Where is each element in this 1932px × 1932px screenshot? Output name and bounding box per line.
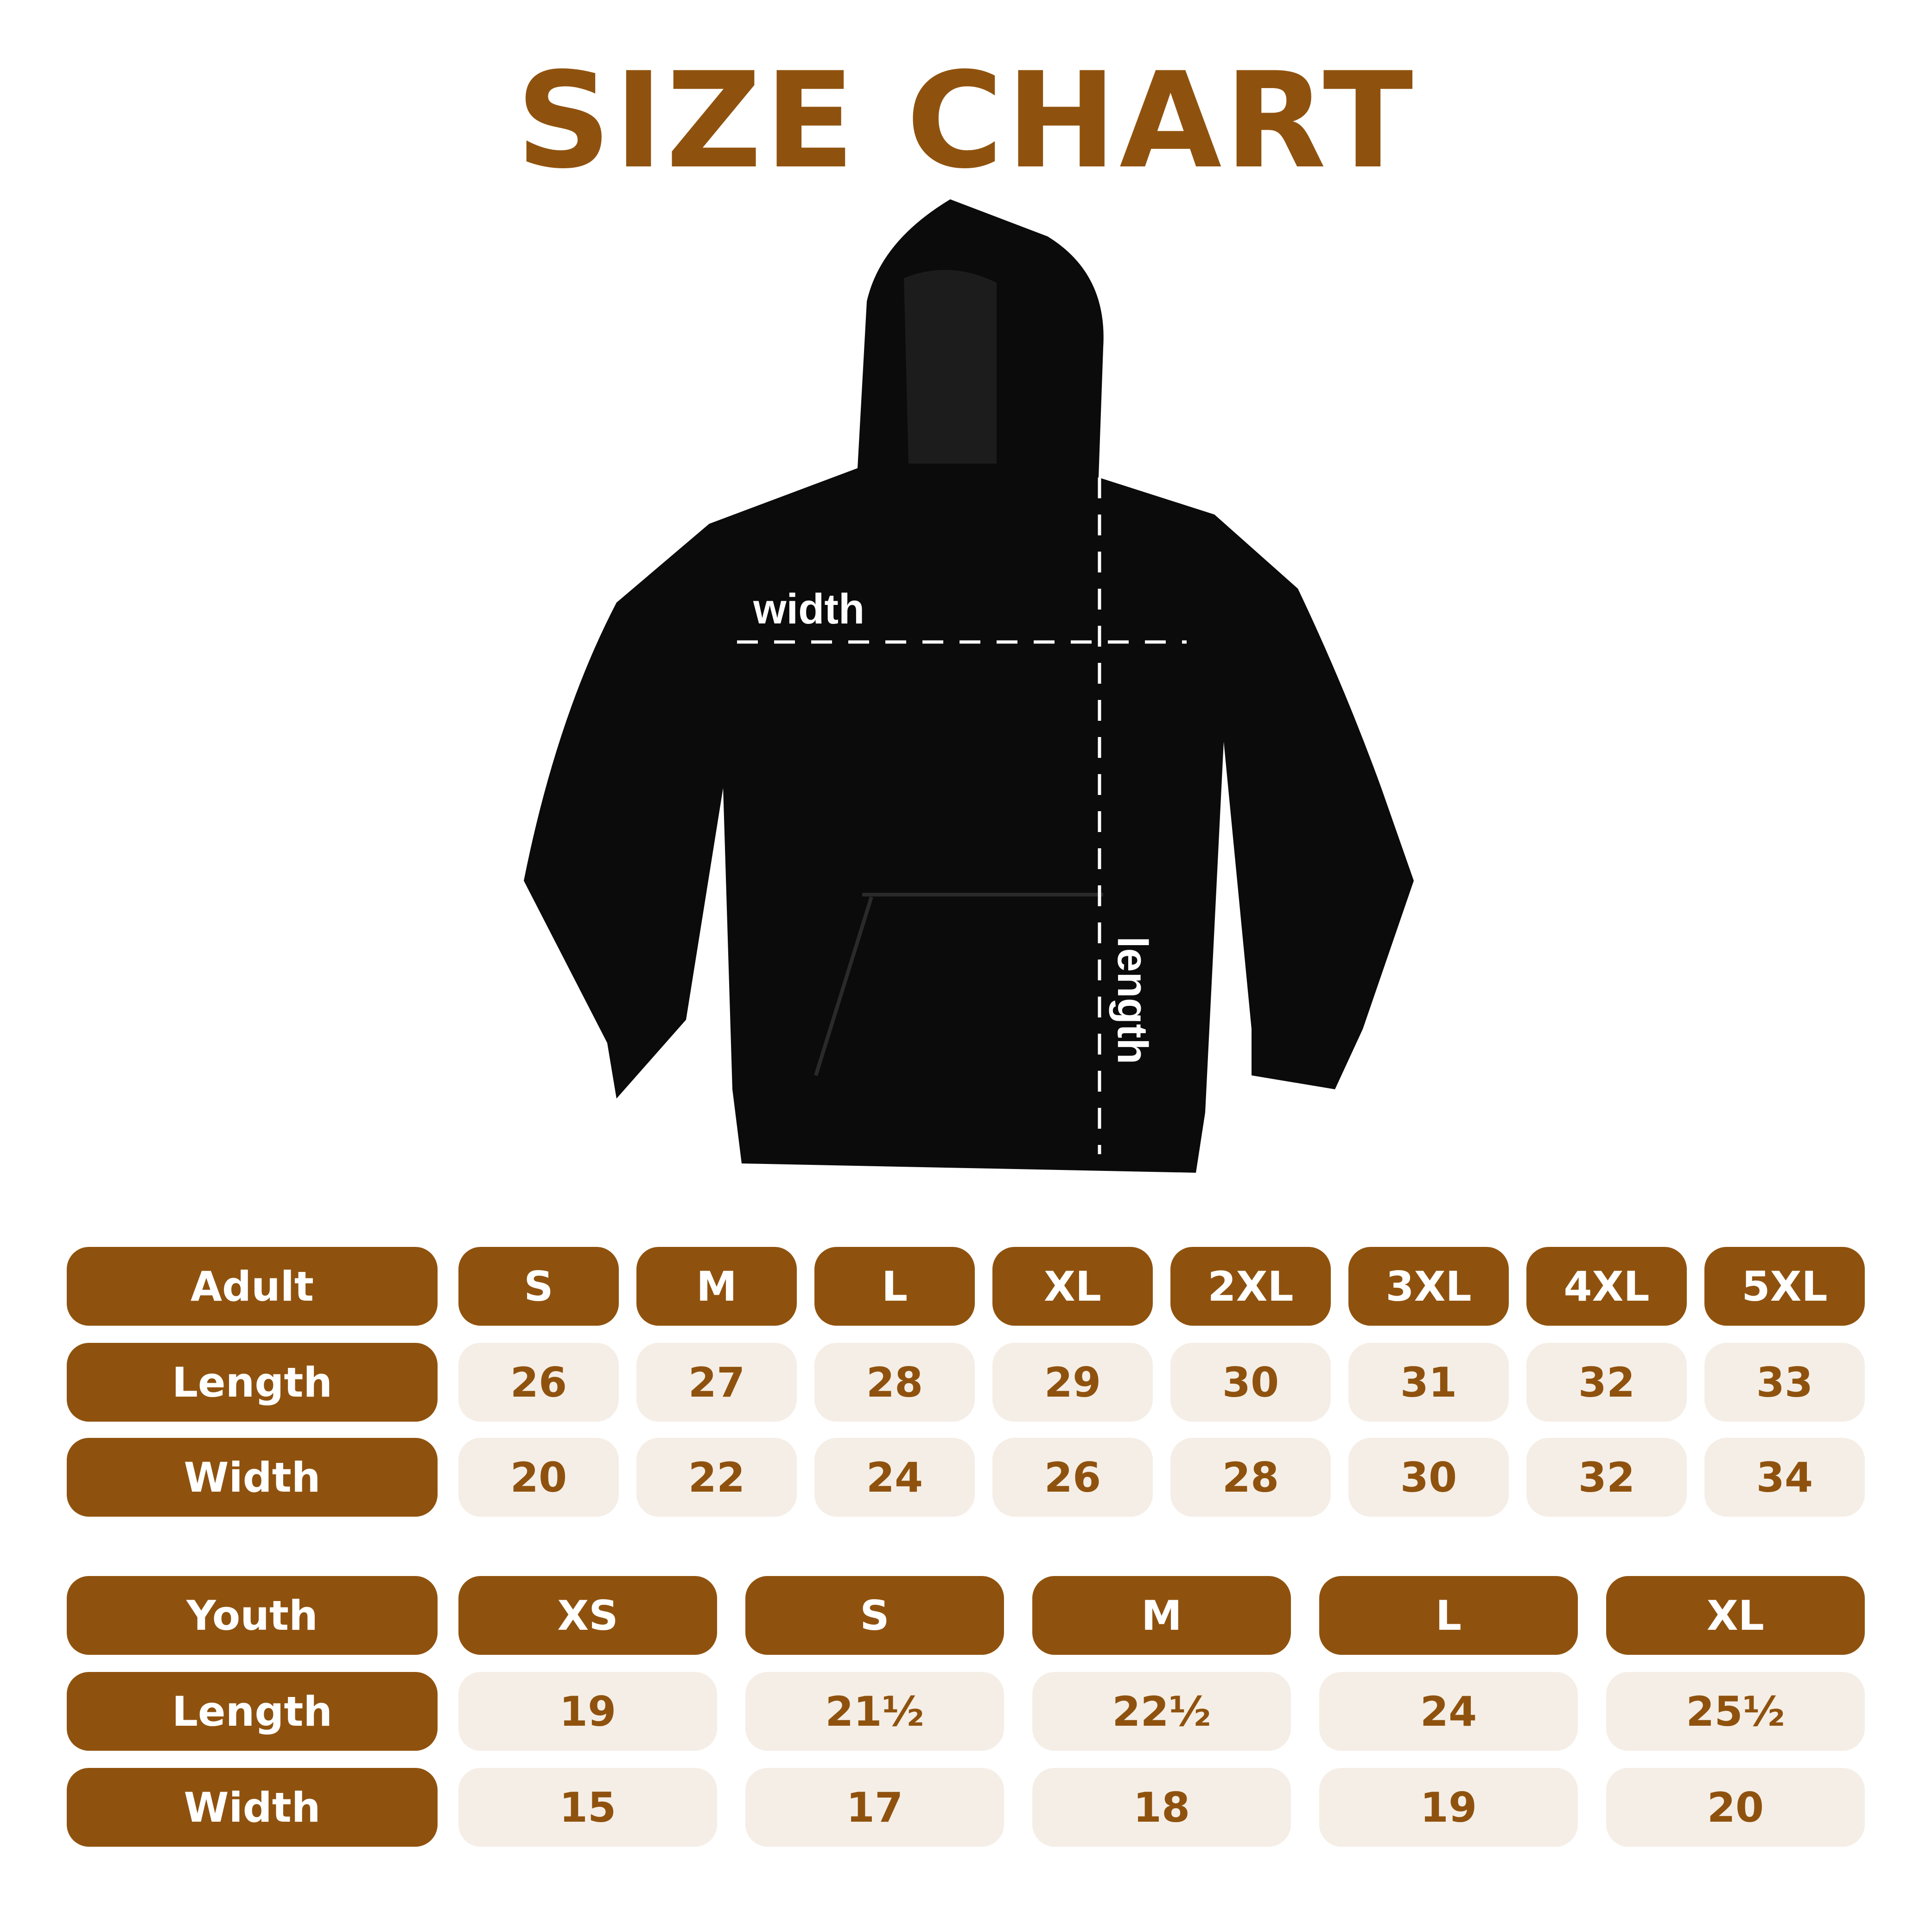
hood-inner bbox=[904, 270, 997, 464]
youth-size-header: XL bbox=[1606, 1576, 1865, 1655]
adult-size-header: 2XL bbox=[1170, 1247, 1331, 1326]
youth-size-header: S bbox=[745, 1576, 1004, 1655]
adult-size-header: 3XL bbox=[1348, 1247, 1509, 1326]
youth-value-cell: 25½ bbox=[1606, 1672, 1865, 1751]
adult-value-cell: 24 bbox=[814, 1438, 975, 1517]
length-label: length bbox=[1109, 936, 1156, 1064]
youth-value-cell: 18 bbox=[1032, 1768, 1291, 1847]
adult-size-header: 4XL bbox=[1526, 1247, 1687, 1326]
adult-value-cell: 32 bbox=[1526, 1343, 1687, 1422]
youth-value-cell: 15 bbox=[458, 1768, 717, 1847]
adult-header-label: Adult bbox=[67, 1247, 438, 1326]
adult-value-cell: 32 bbox=[1526, 1438, 1687, 1517]
page-title: SIZE CHART bbox=[516, 44, 1416, 198]
youth-value-cell: 21½ bbox=[745, 1672, 1004, 1751]
width-label: width bbox=[753, 585, 864, 633]
adult-value-cell: 26 bbox=[992, 1438, 1153, 1517]
adult-value-cell: 28 bbox=[814, 1343, 975, 1422]
adult-value-cell: 20 bbox=[458, 1438, 619, 1517]
youth-row-label: Width bbox=[67, 1768, 438, 1847]
adult-size-header: M bbox=[636, 1247, 797, 1326]
adult-size-header: 5XL bbox=[1704, 1247, 1865, 1326]
hoodie-diagram: width length bbox=[524, 199, 1414, 1173]
adult-size-header: S bbox=[458, 1247, 619, 1326]
adult-size-header: L bbox=[814, 1247, 975, 1326]
youth-size-header: XS bbox=[458, 1576, 717, 1655]
youth-value-cell: 17 bbox=[745, 1768, 1004, 1847]
youth-header-label: Youth bbox=[67, 1576, 438, 1655]
adult-value-cell: 22 bbox=[636, 1438, 797, 1517]
adult-value-cell: 29 bbox=[992, 1343, 1153, 1422]
adult-row-label: Length bbox=[67, 1343, 438, 1422]
youth-row-label: Length bbox=[67, 1672, 438, 1751]
youth-value-cell: 19 bbox=[1319, 1768, 1578, 1847]
youth-size-header: M bbox=[1032, 1576, 1291, 1655]
youth-value-cell: 24 bbox=[1319, 1672, 1578, 1751]
pocket-outline bbox=[814, 893, 1103, 1076]
youth-size-header: L bbox=[1319, 1576, 1578, 1655]
adult-value-cell: 33 bbox=[1704, 1343, 1865, 1422]
hoodie-illustration bbox=[524, 199, 1414, 1173]
adult-value-cell: 26 bbox=[458, 1343, 619, 1422]
adult-value-cell: 28 bbox=[1170, 1438, 1331, 1517]
youth-value-cell: 20 bbox=[1606, 1768, 1865, 1847]
adult-row-label: Width bbox=[67, 1438, 438, 1517]
youth-value-cell: 22½ bbox=[1032, 1672, 1291, 1751]
adult-value-cell: 34 bbox=[1704, 1438, 1865, 1517]
youth-value-cell: 19 bbox=[458, 1672, 717, 1751]
adult-value-cell: 31 bbox=[1348, 1343, 1509, 1422]
adult-value-cell: 27 bbox=[636, 1343, 797, 1422]
adult-value-cell: 30 bbox=[1170, 1343, 1331, 1422]
adult-size-header: XL bbox=[992, 1247, 1153, 1326]
adult-value-cell: 30 bbox=[1348, 1438, 1509, 1517]
